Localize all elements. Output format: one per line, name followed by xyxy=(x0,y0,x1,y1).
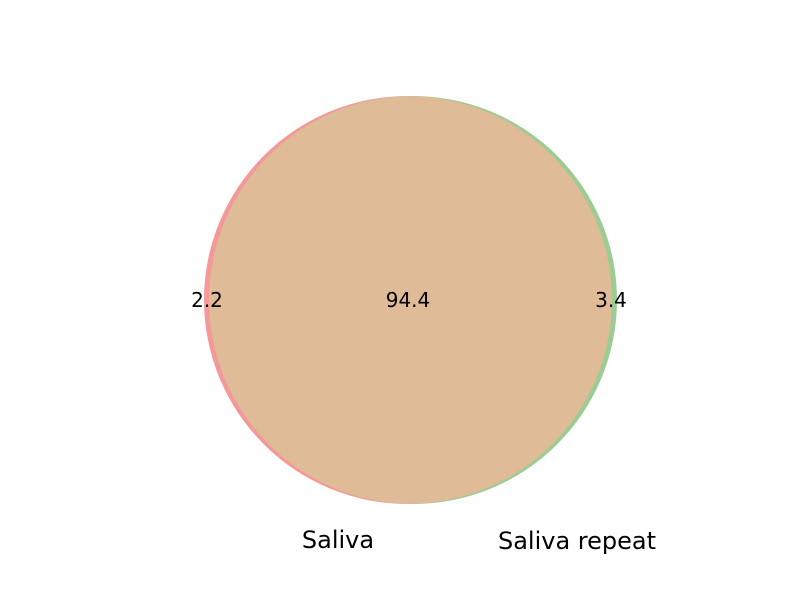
set-label-saliva: Saliva xyxy=(302,526,374,554)
set-label-saliva-repeat: Saliva repeat xyxy=(498,527,656,555)
intersection-area xyxy=(209,96,612,504)
only-saliva-repeat-value: 3.4 xyxy=(595,288,627,312)
intersection-value: 94.4 xyxy=(386,288,431,312)
only-saliva-value: 2.2 xyxy=(191,288,223,312)
